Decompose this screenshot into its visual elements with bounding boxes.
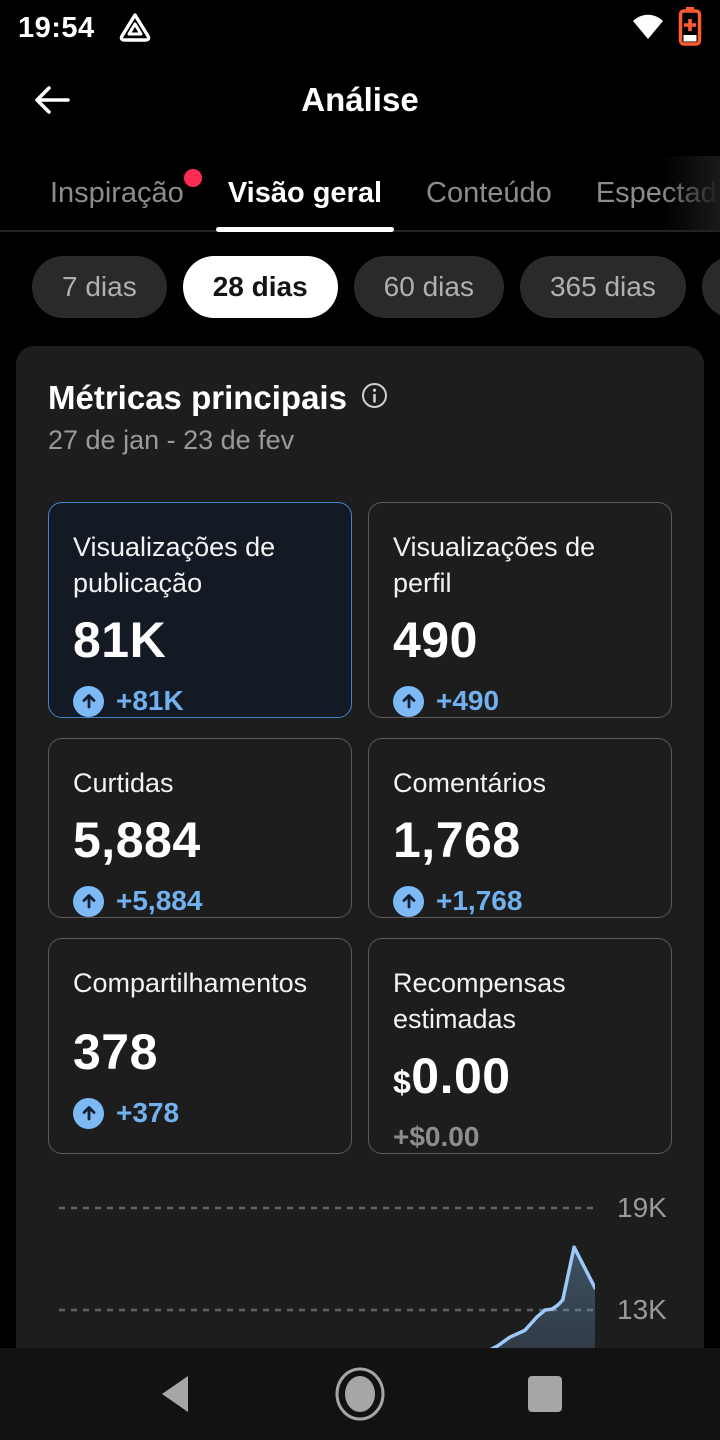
chip-60-dias[interactable]: 60 dias: [353, 256, 504, 318]
metric-card-profile-views[interactable]: Visualizações de perfil 490 +490: [368, 502, 672, 718]
metric-label: Compartilhamentos: [73, 968, 308, 998]
wifi-icon: [632, 12, 664, 45]
metric-value: 81K: [73, 612, 167, 668]
metric-value-number: 0.00: [411, 1048, 511, 1104]
metric-label: Curtidas: [73, 768, 174, 798]
metric-delta-text: +1,768: [436, 885, 523, 916]
metric-delta-text: +5,884: [116, 885, 203, 916]
metric-delta: +5,884: [73, 885, 327, 917]
metric-delta-text: +490: [436, 685, 500, 716]
key-metrics-section: Métricas principais 27 de jan - 23 de fe…: [16, 346, 704, 1440]
tab-inspiracao[interactable]: Inspiração: [50, 169, 202, 218]
metric-delta-text: +81K: [116, 685, 184, 716]
metric-delta: +378: [73, 1097, 327, 1129]
metric-value: 1,768: [393, 812, 521, 868]
chip-7-dias[interactable]: 7 dias: [32, 256, 167, 318]
period-filter-row: 7 dias 28 dias 60 dias 365 dias Personal…: [0, 256, 720, 322]
metric-value: 490: [393, 612, 478, 668]
metric-card-comments[interactable]: Comentários 1,768 +1,768: [368, 738, 672, 918]
currency-symbol: $: [393, 1064, 412, 1100]
nav-recents-button[interactable]: [510, 1364, 580, 1424]
circle-up-arrow-icon: [73, 685, 104, 717]
clock: 19:54: [18, 11, 95, 44]
metric-card-estimated-rewards[interactable]: Recompensas estimadas $0.00 +$0.00: [368, 938, 672, 1154]
tab-espectadores[interactable]: Espectadores: [596, 177, 720, 218]
metric-value: 5,884: [73, 812, 201, 868]
battery-icon: [678, 6, 702, 51]
metric-label: Comentários: [393, 768, 547, 798]
metric-card-shares[interactable]: Compartilhamentos 378 +378: [48, 938, 352, 1154]
metric-delta-text: +$0.00: [393, 1121, 480, 1152]
metric-label: Recompensas estimadas: [393, 968, 566, 1034]
circle-up-arrow-icon: [393, 885, 424, 917]
metric-delta-text: +378: [116, 1097, 180, 1128]
chip-365-dias[interactable]: 365 dias: [519, 256, 686, 318]
metric-card-post-views[interactable]: Visualizações de publicação 81K +81K: [48, 502, 352, 718]
notification-dot: [183, 169, 202, 187]
metric-delta: +81K: [73, 685, 327, 717]
tab-conteudo[interactable]: Conteúdo: [426, 177, 552, 218]
metric-delta: +$0.00: [393, 1121, 647, 1153]
gridlines: [59, 1206, 595, 1312]
y-axis-label-13k: 13K: [617, 1294, 667, 1325]
tab-bar: Inspiração Visão geral Conteúdo Espectad…: [0, 150, 720, 232]
metric-value: $0.00: [393, 1047, 647, 1105]
circle-up-arrow-icon: [73, 1097, 104, 1129]
metric-value: 378: [73, 1024, 158, 1080]
trend-line: [453, 1245, 595, 1370]
nav-home-button[interactable]: [325, 1364, 395, 1424]
metric-card-likes[interactable]: Curtidas 5,884 +5,884: [48, 738, 352, 918]
chip-personalizar[interactable]: Personalizar: [701, 256, 720, 318]
metric-label: Visualizações de perfil: [393, 532, 596, 598]
metric-delta: +490: [393, 685, 647, 717]
nav-back-button[interactable]: [140, 1364, 210, 1424]
tab-label: Inspiração: [50, 177, 184, 209]
tab-label: Espectadores: [595, 177, 720, 209]
y-axis-label-19k: 19K: [617, 1192, 667, 1223]
metric-label: Visualizações de publicação: [73, 532, 276, 598]
tab-visao-geral[interactable]: Visão geral: [215, 177, 395, 232]
metric-cards-grid: Visualizações de publicação 81K +81K Vis…: [48, 502, 672, 1154]
info-icon[interactable]: [361, 382, 388, 414]
data-saver-icon: [117, 10, 153, 46]
header: Análise: [0, 58, 720, 142]
page-title: Análise: [301, 81, 419, 118]
tab-label: Visão geral: [227, 177, 383, 209]
circle-up-arrow-icon: [73, 885, 104, 917]
status-bar: 19:54: [0, 0, 720, 56]
chip-28-dias[interactable]: 28 dias: [182, 256, 338, 318]
circle-up-arrow-icon: [393, 685, 424, 717]
section-title: Métricas principais: [48, 379, 347, 416]
tab-label: Conteúdo: [426, 177, 552, 209]
metric-delta: +1,768: [393, 885, 647, 917]
date-range: 27 de jan - 23 de fev: [48, 425, 295, 455]
back-arrow-icon[interactable]: [30, 78, 74, 122]
android-nav-bar: [0, 1348, 720, 1440]
